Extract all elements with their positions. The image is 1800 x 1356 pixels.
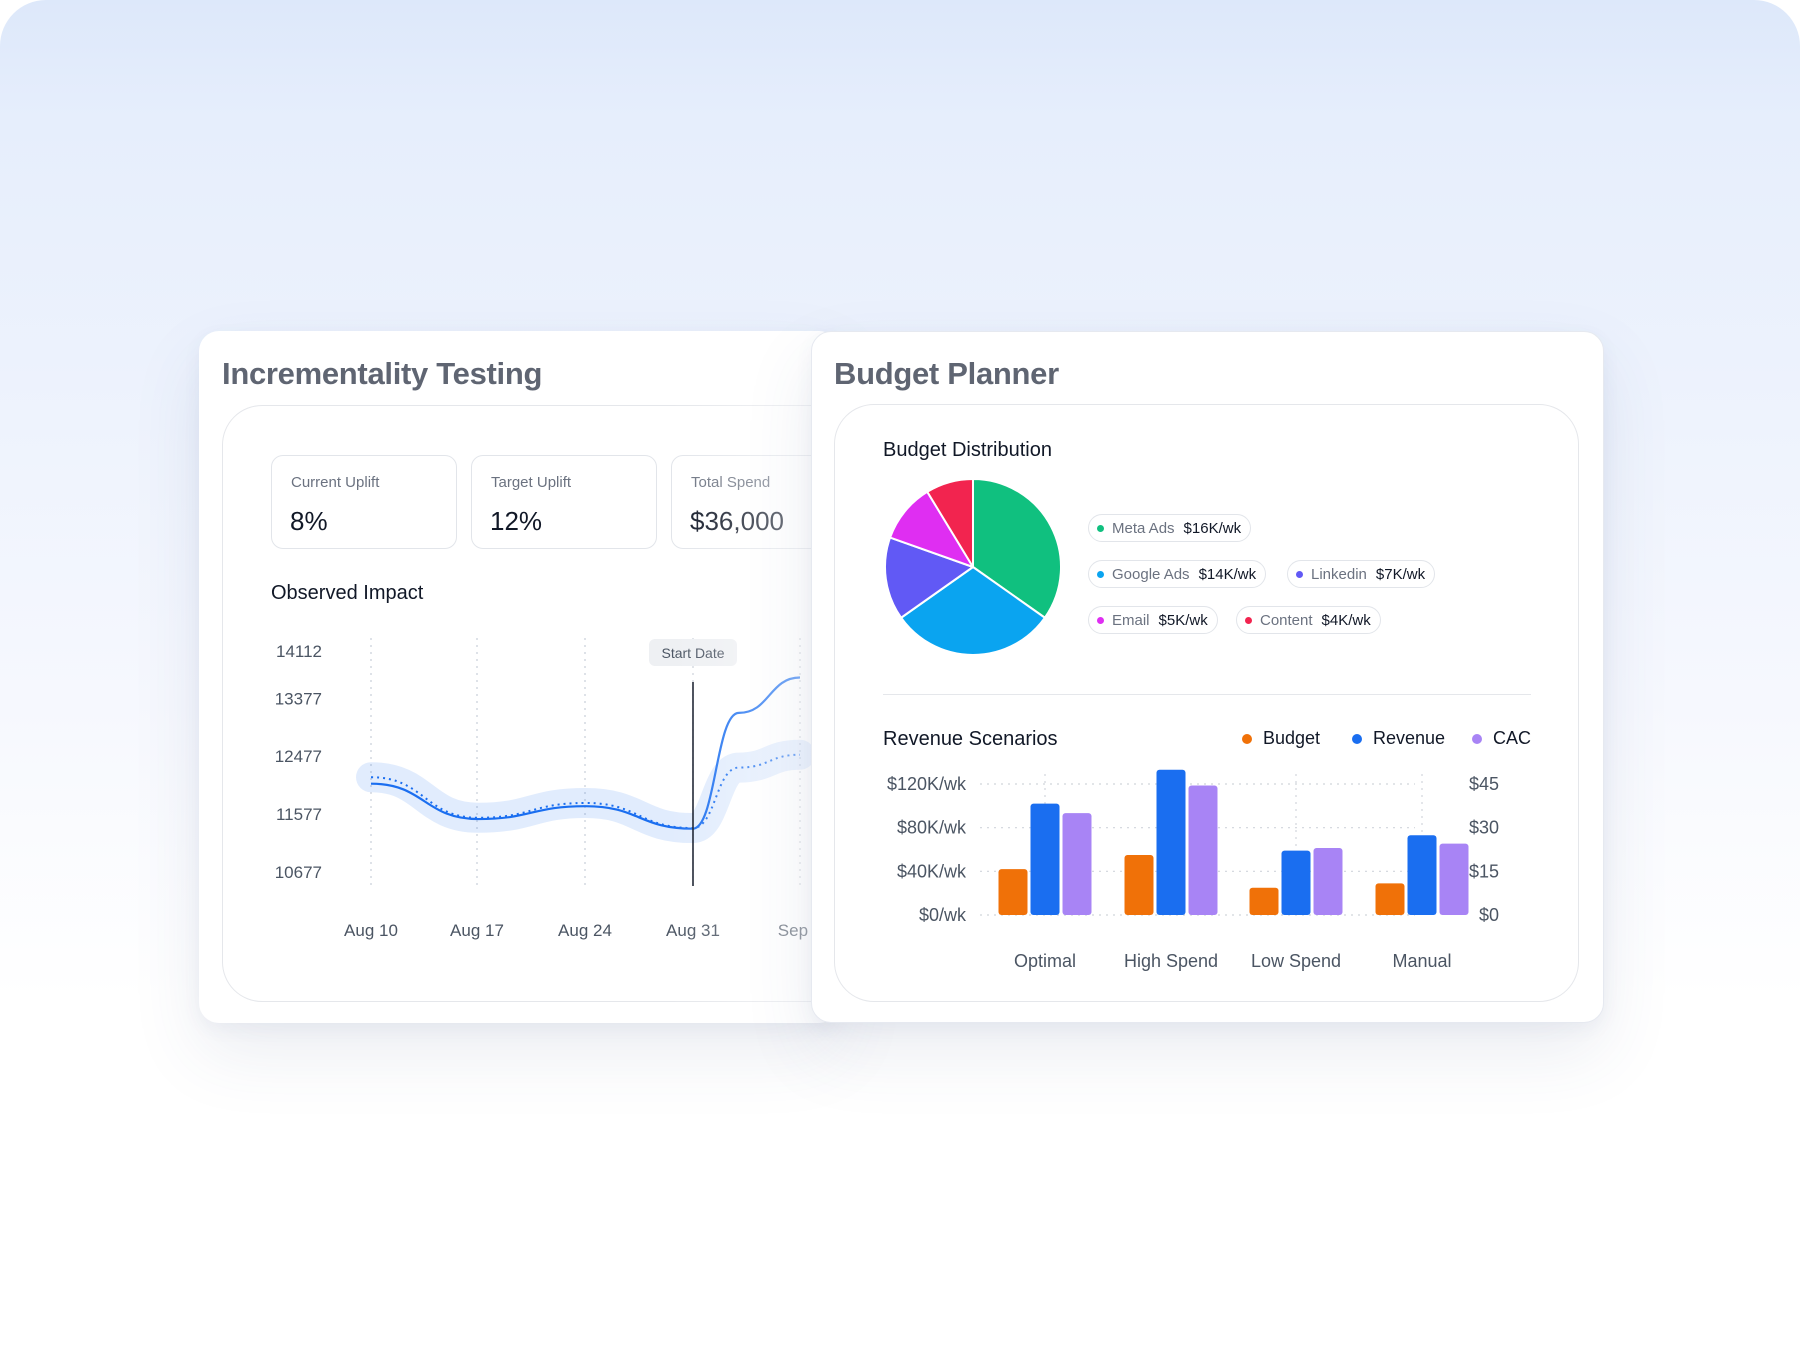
channel-name: Content	[1260, 611, 1313, 629]
channel-value: $14K/wk	[1198, 565, 1257, 583]
bar-revenue	[1030, 803, 1060, 915]
kpi-current-uplift: Current Uplift 8%	[271, 455, 457, 549]
section-divider	[883, 694, 1531, 695]
channel-value: $4K/wk	[1321, 611, 1371, 629]
channel-value: $16K/wk	[1183, 519, 1242, 537]
y-tick-label: 12477	[275, 747, 322, 766]
bar-revenue	[1156, 769, 1186, 915]
bar-revenue	[1407, 835, 1437, 915]
channel-dot	[1097, 616, 1104, 624]
bar-budget	[1124, 854, 1154, 915]
y-tick-label: 13377	[275, 689, 322, 708]
channel-dot	[1296, 570, 1303, 578]
bar-cac	[1313, 848, 1343, 915]
legend-cac: CAC	[1472, 728, 1531, 749]
y-tick-label: 11577	[276, 805, 322, 824]
legend-label: Budget	[1263, 728, 1321, 748]
observed-impact-title: Observed Impact	[271, 582, 424, 604]
legend-budget: Budget	[1242, 728, 1320, 749]
channel-dot	[1097, 524, 1104, 532]
y-tick-label: $40K/wk	[897, 861, 967, 881]
x-tick-label: Aug 31	[666, 921, 720, 940]
y-tick-label: 10677	[275, 863, 322, 882]
bar-cac	[1439, 843, 1469, 915]
x-tick-label: Optimal	[1014, 951, 1076, 971]
pie-slice	[972, 478, 1062, 619]
pie-slice	[884, 536, 974, 619]
y2-tick-label: $0	[1479, 905, 1499, 925]
x-tick-label: Aug 24	[558, 921, 612, 940]
channel-name: Email	[1112, 611, 1150, 629]
x-tick-label: Aug 17	[450, 921, 504, 940]
incrementality-card: Incrementality Testing Current Uplift 8%…	[199, 331, 839, 1023]
budget-panel: Budget Distribution Meta Ads $16K/wk Goo…	[834, 404, 1579, 1002]
kpi-label: Current Uplift	[291, 474, 380, 491]
channel-name: Meta Ads	[1112, 519, 1175, 537]
budget-pie-chart	[884, 478, 1062, 656]
bar-revenue	[1281, 850, 1311, 915]
kpi-target-uplift: Target Uplift 12%	[471, 455, 657, 549]
bar-budget	[1375, 883, 1405, 915]
y2-tick-label: $45	[1469, 774, 1499, 794]
legend-dot	[1242, 733, 1252, 744]
kpi-value: 8%	[290, 506, 328, 536]
card-title: Incrementality Testing	[222, 356, 543, 391]
channel-pill-content: Content $4K/wk	[1236, 606, 1381, 634]
y2-tick-label: $30	[1469, 818, 1499, 838]
kpi-label: Target Uplift	[491, 474, 572, 491]
bar-budget	[998, 869, 1028, 915]
revenue-scenarios-title: Revenue Scenarios	[883, 728, 1058, 750]
channel-pill-linkedin: Linkedin $7K/wk	[1287, 560, 1436, 588]
x-tick-label: Manual	[1392, 951, 1451, 971]
budget-distribution-title: Budget Distribution	[883, 439, 1052, 461]
channel-pill-google-ads: Google Ads $14K/wk	[1088, 560, 1267, 588]
pie-slice	[900, 566, 1046, 656]
legend-revenue: Revenue	[1352, 728, 1445, 749]
incrementality-panel: Current Uplift 8% Target Uplift 12% Tota…	[222, 405, 839, 1002]
x-tick-label: Low Spend	[1251, 951, 1341, 971]
budget-planner-card: Budget Planner Budget Distribution Meta …	[811, 331, 1604, 1023]
channel-name: Linkedin	[1311, 565, 1367, 583]
legend-dot	[1352, 733, 1362, 744]
bar-budget	[1249, 887, 1279, 915]
x-tick-label: High Spend	[1124, 951, 1218, 971]
channel-value: $5K/wk	[1158, 611, 1208, 629]
y-tick-label: $0/wk	[919, 905, 967, 925]
pie-slice	[926, 478, 974, 568]
y-tick-label: 14112	[276, 642, 322, 661]
card-title: Budget Planner	[834, 356, 1059, 391]
start-date-label: Start Date	[661, 645, 724, 661]
channel-pill-meta-ads: Meta Ads $16K/wk	[1088, 514, 1252, 542]
channel-pill-email: Email $5K/wk	[1088, 606, 1218, 634]
observed-impact-chart: 14112 13377 12477 11577 10677 Aug 10 Aug 17 Aug…	[275, 638, 822, 940]
y-tick-label: $80K/wk	[897, 818, 967, 838]
revenue-scenarios-chart: $120K/wk $80K/wk $40K/wk $0/wk $45 $30 $15 $0 Op…	[887, 769, 1499, 971]
channel-dot	[1245, 616, 1252, 624]
legend-label: CAC	[1493, 728, 1532, 748]
channel-dot	[1097, 570, 1104, 578]
kpi-value: 12%	[490, 506, 543, 536]
bar-cac	[1188, 785, 1218, 915]
bar-cac	[1062, 813, 1092, 915]
legend-dot	[1472, 733, 1482, 744]
y2-tick-label: $15	[1469, 861, 1499, 881]
y-tick-label: $120K/wk	[887, 774, 967, 794]
channel-value: $7K/wk	[1375, 565, 1426, 583]
channel-name: Google Ads	[1112, 565, 1190, 583]
legend-label: Revenue	[1373, 728, 1446, 748]
x-tick-label: Aug 10	[344, 921, 398, 940]
